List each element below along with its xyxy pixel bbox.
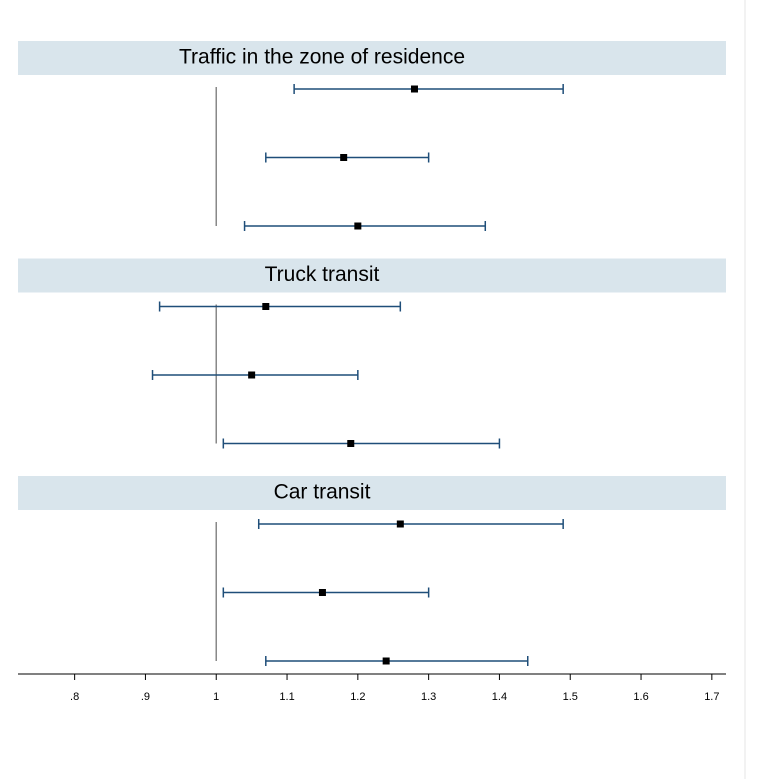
panel-title: Car transit <box>274 481 371 504</box>
x-tick-label: 1.2 <box>350 691 365 703</box>
point-estimate <box>410 85 418 93</box>
panel-header <box>18 476 726 510</box>
x-tick-label: 1 <box>213 691 219 703</box>
x-tick-label: 1.3 <box>421 691 436 703</box>
point-estimate <box>262 303 270 310</box>
x-tick-label: .8 <box>70 691 79 703</box>
x-tick-label: .9 <box>141 691 150 703</box>
point-estimate <box>382 657 390 665</box>
panel-header <box>18 41 726 75</box>
point-estimate <box>347 440 355 447</box>
point-estimate <box>340 154 348 161</box>
x-tick-label: 1.7 <box>704 691 719 703</box>
panel-title: Truck transit <box>265 263 380 286</box>
x-tick-label: 1.6 <box>633 691 648 703</box>
point-estimate <box>396 520 404 528</box>
x-tick-label: 1.1 <box>279 691 294 703</box>
point-estimate <box>318 589 326 596</box>
panel-header <box>18 258 726 293</box>
x-tick-label: 1.5 <box>563 691 578 703</box>
panel-title: Traffic in the zone of residence <box>179 46 465 69</box>
point-estimate <box>354 222 362 230</box>
point-estimate <box>248 371 256 379</box>
x-tick-label: 1.4 <box>492 691 507 703</box>
